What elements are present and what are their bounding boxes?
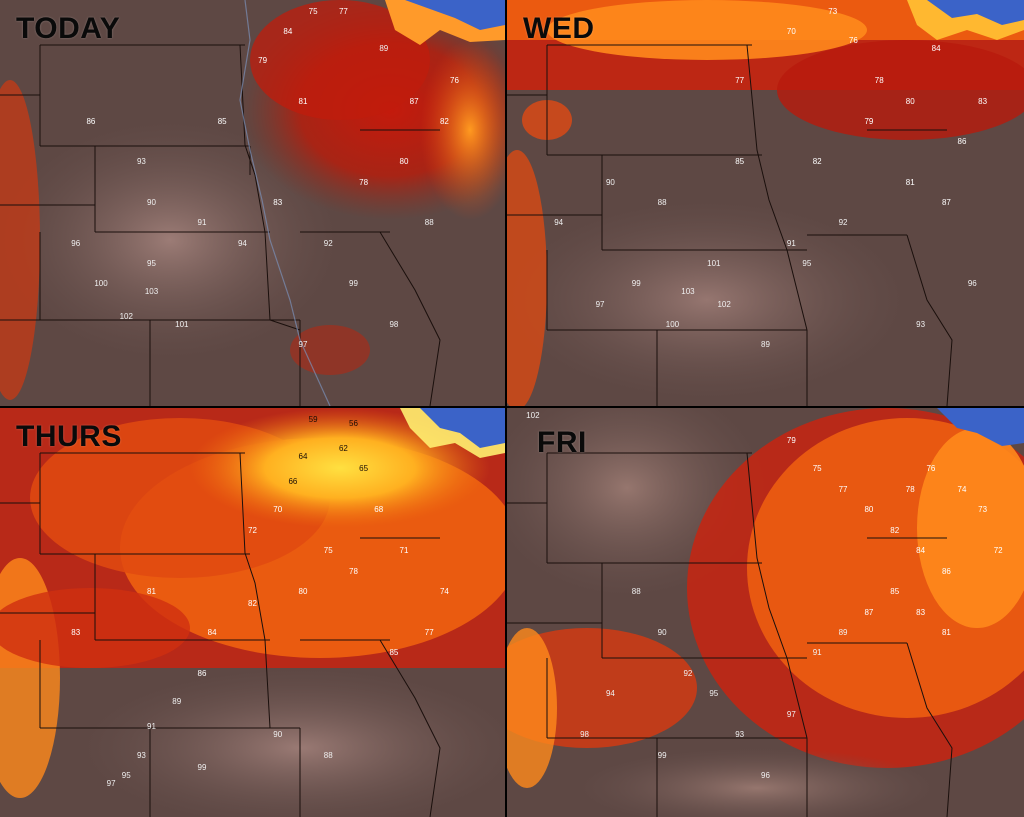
temperature-map xyxy=(507,0,1024,406)
panel-title-wed: WED xyxy=(523,12,595,45)
panel-title-fri: FRI xyxy=(537,426,587,459)
temperature-map xyxy=(507,408,1024,817)
panel-thurs: THURS 59 56 62 64 66 70 72 75 78 80 82 84 86 89 91 93 95… xyxy=(0,408,505,817)
panel-today: TODAY 75 77 84 86 93 95 100 103 102 101 99 97 94 91 89… xyxy=(0,0,505,406)
panel-wed: WED 73 70 76 78 80 84 86 91 95 101 103 102 100 99 97 94… xyxy=(507,0,1024,406)
temperature-map xyxy=(0,0,505,406)
panel-title-thurs: THURS xyxy=(16,420,122,453)
temperature-map xyxy=(0,408,505,817)
panel-title-today: TODAY xyxy=(16,12,121,45)
panel-fri: FRI 102 79 75 77 80 82 84 86 88 90 92 95 97 91 89 87 85 8… xyxy=(507,408,1024,817)
